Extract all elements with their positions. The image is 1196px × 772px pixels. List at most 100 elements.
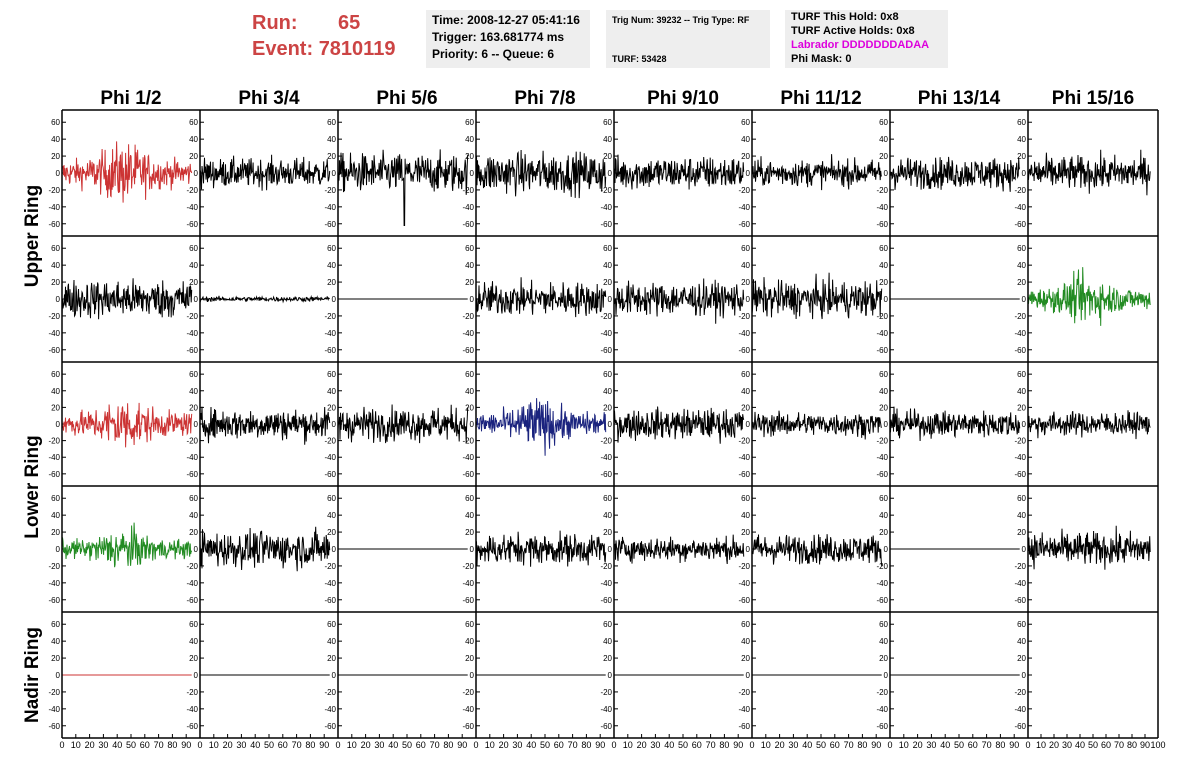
y-tick-label: 40 <box>465 387 474 396</box>
y-tick-label: -60 <box>600 596 612 605</box>
x-tick-label: 80 <box>443 740 453 750</box>
y-tick-label: -60 <box>462 596 474 605</box>
y-tick-label: 60 <box>189 118 198 127</box>
y-tick-label: 60 <box>327 494 336 503</box>
x-tick-label: 20 <box>223 740 233 750</box>
y-tick-label: -20 <box>462 562 474 571</box>
x-tick-label: 20 <box>775 740 785 750</box>
y-tick-label: 40 <box>879 637 888 646</box>
y-tick-label: 0 <box>884 420 889 429</box>
time-panel: Time: 2008-12-27 05:41:16 Trigger: 163.6… <box>426 10 590 68</box>
y-tick-label: 60 <box>1017 370 1026 379</box>
y-tick-label: 40 <box>51 387 60 396</box>
y-tick-label: 60 <box>51 494 60 503</box>
x-tick-label: 90 <box>595 740 605 750</box>
y-tick-label: 40 <box>603 637 612 646</box>
waveform-trace <box>61 141 193 203</box>
x-tick-label: 30 <box>1062 740 1072 750</box>
y-tick-label: -20 <box>324 186 336 195</box>
x-tick-label: 40 <box>802 740 812 750</box>
y-tick-label: -40 <box>462 705 474 714</box>
y-tick-label: 20 <box>603 152 612 161</box>
column-header: Phi 13/14 <box>918 88 1001 109</box>
y-tick-label: 60 <box>1017 244 1026 253</box>
y-tick-label: 20 <box>465 152 474 161</box>
y-tick-label: 0 <box>470 295 475 304</box>
y-tick-label: -60 <box>462 220 474 229</box>
y-tick-label: -20 <box>48 437 60 446</box>
y-tick-label: 0 <box>332 169 337 178</box>
y-tick-label: 40 <box>603 135 612 144</box>
priority-text: Priority: 6 -- Queue: 6 <box>432 47 555 61</box>
x-tick-label: 100 <box>1150 740 1165 750</box>
y-tick-label: -20 <box>324 562 336 571</box>
y-tick-label: 0 <box>56 169 61 178</box>
run-label: Run: <box>252 12 298 34</box>
y-tick-label: 40 <box>327 135 336 144</box>
x-tick-label: 60 <box>1101 740 1111 750</box>
waveform-trace <box>1027 267 1151 326</box>
y-tick-label: 20 <box>189 278 198 287</box>
y-tick-label: -60 <box>324 220 336 229</box>
y-tick-label: -60 <box>48 596 60 605</box>
waveform-trace <box>613 154 745 190</box>
x-tick-label: 0 <box>887 740 892 750</box>
x-tick-label: 50 <box>1088 740 1098 750</box>
y-tick-label: 40 <box>1017 637 1026 646</box>
waveform-trace <box>1027 149 1151 196</box>
y-tick-label: 20 <box>51 152 60 161</box>
x-tick-label: 80 <box>581 740 591 750</box>
y-tick-label: 20 <box>465 278 474 287</box>
y-tick-label: -40 <box>600 705 612 714</box>
y-tick-label: 40 <box>189 637 198 646</box>
y-tick-label: -20 <box>462 186 474 195</box>
trigger-panel: Trig Num: 39232 -- Trig Type: RF TURF: 5… <box>606 10 770 68</box>
y-tick-label: 20 <box>189 654 198 663</box>
y-tick-label: 40 <box>741 387 750 396</box>
y-tick-label: -60 <box>1014 722 1026 731</box>
y-tick-label: -40 <box>738 203 750 212</box>
x-tick-label: 90 <box>1009 740 1019 750</box>
y-tick-label: 20 <box>1017 654 1026 663</box>
y-tick-label: -40 <box>876 329 888 338</box>
y-tick-label: -40 <box>738 329 750 338</box>
x-tick-label: 50 <box>816 740 826 750</box>
y-tick-label: -20 <box>186 312 198 321</box>
y-tick-label: 0 <box>56 545 61 554</box>
waveform-trace <box>61 522 193 568</box>
y-tick-label: 60 <box>879 370 888 379</box>
y-tick-label: -20 <box>1014 437 1026 446</box>
y-tick-label: -60 <box>462 346 474 355</box>
y-tick-label: 40 <box>879 261 888 270</box>
waveform-trace <box>199 154 331 191</box>
turf-this-hold-text: TURF This Hold: 0x8 <box>791 11 899 23</box>
y-tick-label: 60 <box>327 244 336 253</box>
y-tick-label: -40 <box>1014 203 1026 212</box>
y-tick-label: -20 <box>1014 688 1026 697</box>
y-tick-label: 60 <box>189 620 198 629</box>
waveform-trace <box>613 534 745 565</box>
y-tick-label: -60 <box>876 596 888 605</box>
y-tick-label: -60 <box>324 346 336 355</box>
x-tick-label: 10 <box>1036 740 1046 750</box>
y-tick-label: 40 <box>189 135 198 144</box>
x-tick-label: 70 <box>982 740 992 750</box>
ring-label: Upper Ring <box>22 185 43 287</box>
y-tick-label: -40 <box>1014 329 1026 338</box>
x-tick-label: 90 <box>1140 740 1150 750</box>
x-tick-label: 30 <box>98 740 108 750</box>
y-tick-label: 40 <box>51 261 60 270</box>
y-tick-label: -20 <box>738 186 750 195</box>
y-tick-label: -60 <box>462 722 474 731</box>
x-tick-label: 50 <box>954 740 964 750</box>
y-tick-label: 0 <box>332 420 337 429</box>
y-tick-label: -40 <box>600 579 612 588</box>
y-tick-label: 0 <box>608 671 613 680</box>
y-tick-label: -40 <box>600 329 612 338</box>
y-tick-label: -60 <box>48 346 60 355</box>
x-tick-label: 10 <box>347 740 357 750</box>
y-tick-label: -20 <box>876 688 888 697</box>
turf-active-holds-text: TURF Active Holds: 0x8 <box>791 25 915 37</box>
y-tick-label: -40 <box>462 329 474 338</box>
